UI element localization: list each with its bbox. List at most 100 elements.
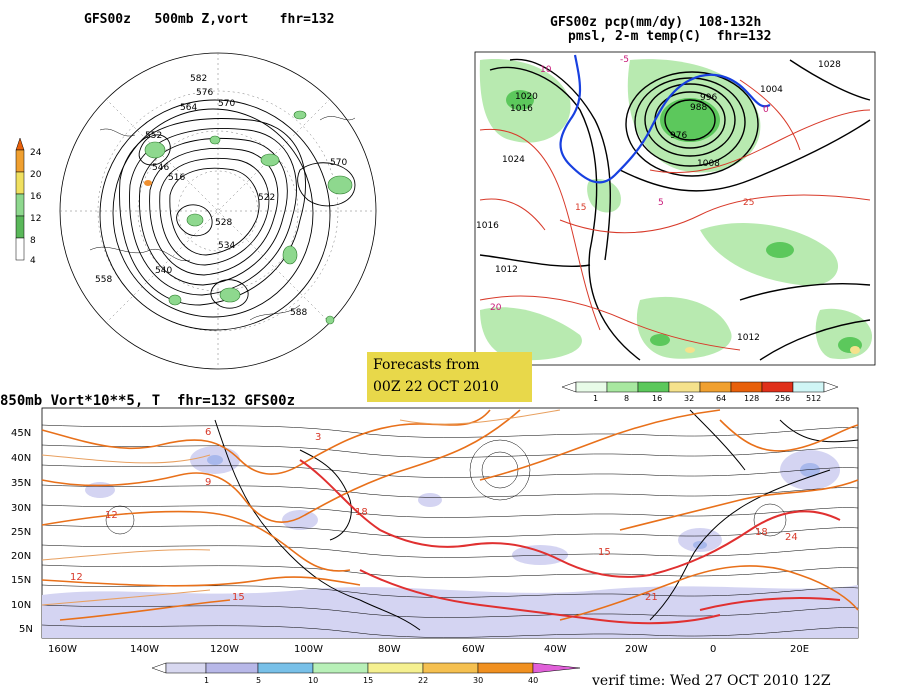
contour-label: 5: [658, 198, 664, 208]
lon-label: 160W: [48, 644, 77, 655]
contour-label: 12: [70, 572, 83, 583]
temp850-labels: 12 9 15 18 21 6 3 12 15 24 18: [70, 427, 798, 603]
contour-label: 1012: [495, 265, 518, 275]
colorbar-label: 8: [624, 394, 629, 403]
lat-label: 25N: [11, 527, 31, 538]
colorbar-swatch: [606, 381, 639, 393]
colorbar-swatch: [15, 237, 25, 261]
colorbar-arrow-top: [15, 137, 25, 151]
lon-label: 100W: [294, 644, 323, 655]
contour-label: 6: [205, 427, 211, 438]
contour-label: 534: [218, 241, 235, 251]
verif-time: verif time: Wed 27 OCT 2010 12Z: [592, 673, 831, 689]
lon-label: 60W: [462, 644, 485, 655]
contour-label: 516: [168, 173, 185, 183]
colorbar-swatch: [699, 381, 732, 393]
colorbar-vort850: 1 5 10 15 22 30 40: [151, 662, 581, 685]
colorbar-label: 256: [775, 394, 790, 403]
map-850mb: 12 9 15 18 21 6 3 12 15 24 18 45N 40N 35…: [11, 407, 859, 655]
contour-label: 996: [700, 93, 717, 103]
lat-label: 10N: [11, 600, 31, 611]
colorbar-swatch: [165, 662, 207, 674]
colorbar-swatch: [257, 662, 314, 674]
colorbar-swatch: [761, 381, 794, 393]
contour-label: 1028: [818, 60, 841, 70]
pmsl-labels: 1020 1016 1024 1012 1008 1004 996 988 97…: [476, 60, 841, 343]
forecast-init-box: Forecasts from 00Z 22 OCT 2010: [367, 352, 532, 402]
colorbar-label: 128: [744, 394, 759, 403]
colorbar-precip: 1 8 16 32 64 128 256 512: [561, 381, 839, 403]
panel-title-500mb: GFS00z 500mb Z,vort fhr=132: [84, 12, 335, 27]
contour-label: 12: [105, 510, 118, 521]
contour-label: 1016: [510, 104, 533, 114]
contour-label: 576: [196, 88, 213, 98]
colorbar-swatch: [15, 149, 25, 173]
colorbar-label: 24: [30, 148, 42, 158]
lon-label: 80W: [378, 644, 401, 655]
colorbar-label: 64: [716, 394, 726, 403]
colorbar-label: 8: [30, 236, 36, 246]
coastlines-850: [214, 409, 859, 631]
contour-label: 564: [180, 103, 197, 113]
coastlines: [89, 116, 356, 321]
contour-label: 3: [315, 432, 321, 443]
forecast-box-line1: Forecasts from: [373, 357, 480, 373]
colorbar-arrow-right: [823, 381, 839, 393]
colorbar-swatch: [730, 381, 763, 393]
contour-label: 546: [152, 163, 169, 173]
contour-label: 9: [205, 477, 211, 488]
colorbar-label: 1: [593, 394, 598, 403]
colorbar-arrow-right: [532, 662, 581, 674]
contour-label: 24: [785, 532, 798, 543]
height-contours: [99, 99, 356, 331]
contour-label: 15: [598, 547, 611, 558]
colorbar-label: 22: [418, 676, 428, 685]
lat-label: 20N: [11, 551, 31, 562]
contour-label: 25: [743, 198, 754, 208]
colorbar-label: 12: [30, 214, 41, 224]
vorticity-max-shading: [144, 180, 152, 186]
lon-axis-labels: 160W 140W 120W 100W 80W 60W 40W 20W 0 20…: [48, 644, 809, 655]
streamlines: [41, 424, 859, 638]
lon-label: 140W: [130, 644, 159, 655]
contour-label: 552: [145, 131, 162, 141]
colorbar-swatch: [422, 662, 479, 674]
contour-label: 10: [540, 65, 552, 75]
colorbar-label: 1: [204, 676, 209, 685]
contour-label: 570: [330, 158, 347, 168]
colorbar-swatch: [15, 193, 25, 217]
temp850-warm-contours: [299, 459, 841, 625]
contour-label: 18: [755, 527, 768, 538]
lon-label: 40W: [544, 644, 567, 655]
colorbar-label: 5: [256, 676, 261, 685]
lon-label: 0: [710, 644, 716, 655]
panel-title-850mb: 850mb Vort*10**5, T fhr=132 GFS00z: [0, 393, 296, 409]
contour-label: 540: [155, 266, 172, 276]
contour-label: 976: [670, 131, 687, 141]
contour-label: -5: [620, 55, 629, 65]
contour-label: 588: [290, 308, 307, 318]
colorbar-label: 10: [308, 676, 318, 685]
contour-label: 558: [95, 275, 112, 285]
precip-very-heavy-shading: [685, 346, 860, 354]
colorbar-arrow-left: [561, 381, 577, 393]
map-precip-pmsl: 1020 1016 1024 1012 1008 1004 996 988 97…: [474, 51, 876, 366]
colorbar-swatch: [668, 381, 701, 393]
graticule: [60, 53, 376, 369]
vorticity-shading: [144, 110, 353, 325]
colorbar-swatch: [477, 662, 534, 674]
contour-label: 1024: [502, 155, 525, 165]
colorbar-label: 16: [652, 394, 662, 403]
colorbar-swatch: [367, 662, 424, 674]
pmsl-contours: [479, 58, 871, 361]
contour-label: 21: [645, 592, 658, 603]
contour-label: 1020: [515, 92, 538, 102]
colorbar-label: 40: [528, 676, 538, 685]
temp2m-labels: 10 15 20 25 -5 0 5: [490, 55, 769, 313]
polar-map-500mb: 582 576 570 564 552 546 540 534 528 522 …: [59, 52, 377, 370]
contour-label: 1008: [697, 159, 720, 169]
colorbar-swatch: [637, 381, 670, 393]
panel-title-precip-line1: GFS00z pcp(mm/dy) 108-132h: [550, 15, 762, 30]
contour-label: 15: [575, 203, 586, 213]
